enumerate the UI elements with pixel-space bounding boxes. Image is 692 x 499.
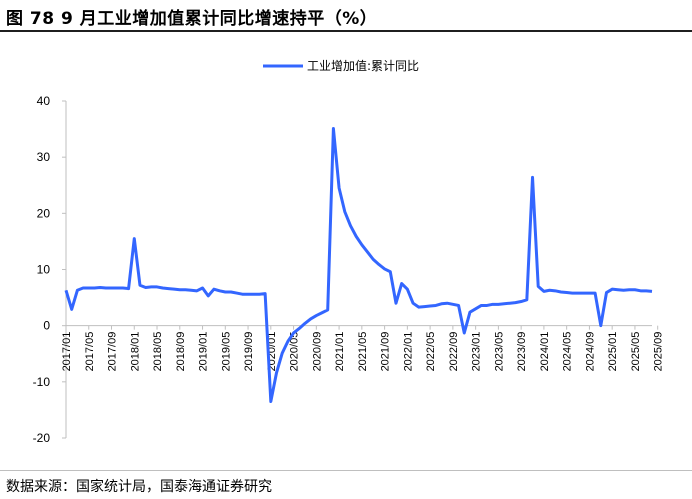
x-tick-label: 2020/05 [289, 332, 301, 372]
x-tick-label: 2017/09 [107, 332, 119, 372]
x-tick-label: 2024/05 [562, 332, 574, 372]
x-tick-label: 2019/01 [198, 332, 210, 372]
y-tick-label: 20 [37, 206, 51, 220]
x-tick-label: 2025/09 [653, 332, 665, 372]
y-tick-label: 40 [37, 94, 51, 108]
x-tick-label: 2023/09 [516, 332, 528, 372]
x-tick-label: 2017/01 [61, 332, 73, 372]
x-tick-label: 2019/09 [243, 332, 255, 372]
y-tick-label: -20 [33, 431, 51, 445]
source-note: 数据来源：国家统计局，国泰海通证券研究 [6, 479, 272, 495]
x-tick-label: 2019/05 [220, 332, 232, 372]
x-tick-label: 2023/05 [493, 332, 505, 372]
y-tick-label: 10 [37, 263, 51, 277]
x-tick-label: 2017/05 [84, 332, 96, 372]
y-tick-label: 30 [37, 150, 51, 164]
chart-title: 图 78 9 月工业增加值累计同比增速持平（%） [6, 9, 378, 29]
x-tick-label: 2021/09 [380, 332, 392, 372]
series-line [64, 127, 653, 403]
x-tick-label: 2018/01 [129, 332, 141, 372]
x-tick-label: 2021/05 [357, 332, 369, 372]
y-tick-label: -10 [33, 375, 51, 389]
x-axis: 2017/01 2017/05 2017/09 2018/01 2018/05 2018/… [61, 325, 665, 372]
x-tick-label: 2018/09 [175, 332, 187, 372]
legend-label: 工业增加值:累计同比 [307, 58, 419, 73]
title-divider [0, 30, 692, 32]
x-tick-label: 2022/05 [425, 332, 437, 372]
x-tick-label: 2024/09 [584, 332, 596, 372]
series-layer [64, 127, 653, 403]
x-tick-label: 2021/01 [334, 332, 346, 372]
x-tick-label: 2025/01 [607, 332, 619, 372]
legend: 工业增加值:累计同比 [263, 58, 419, 73]
source-divider [0, 470, 692, 471]
x-tick-label: 2023/01 [471, 332, 483, 372]
x-tick-label: 2022/09 [448, 332, 460, 372]
x-tick-label: 2018/05 [152, 332, 164, 372]
y-axis: 40 30 20 10 0 -10 -20 [33, 94, 67, 445]
y-tick-label: 0 [43, 319, 50, 333]
x-tick-label: 2024/01 [539, 332, 551, 372]
x-tick-label: 2020/09 [311, 332, 323, 372]
x-tick-label: 2022/01 [402, 332, 414, 372]
x-tick-label: 2025/05 [630, 332, 642, 372]
